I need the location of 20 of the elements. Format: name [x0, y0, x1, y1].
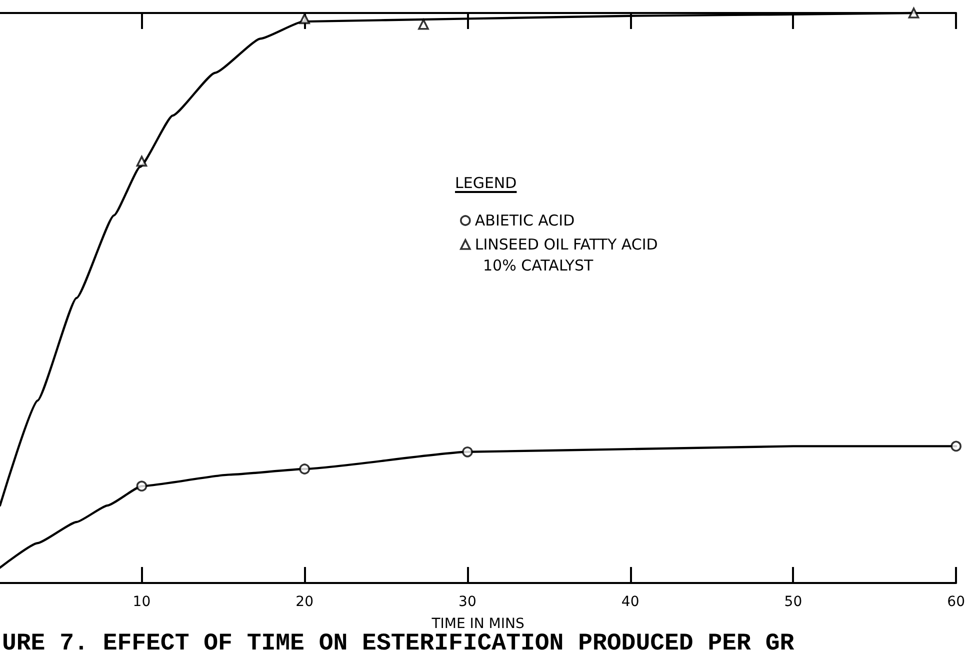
x-tick-label: 50: [784, 594, 802, 610]
point: [950, 440, 962, 452]
x-tick-label: 60: [947, 594, 966, 610]
point: [136, 156, 148, 167]
point: [136, 480, 148, 492]
x-axis-title: TIME IN MINS: [430, 616, 524, 632]
point: [299, 464, 310, 474]
text: URE 7. EFFECT OF TIME ON ESTERIFICATION PRODUCED PER GR: [2, 630, 795, 658]
legend-title: LEGEND: [455, 174, 517, 192]
x-tick-label: 40: [621, 594, 640, 610]
point: [418, 19, 429, 30]
annotation: 10% CATALYST: [483, 256, 594, 274]
x-tick-label: 30: [458, 594, 476, 610]
point: [908, 8, 920, 18]
legend-label: LINSEED OIL FATTY ACID: [474, 236, 658, 254]
point: [299, 13, 310, 24]
point: [462, 446, 473, 458]
x-tick-label: 20: [296, 594, 314, 610]
x-tick-label: 10: [132, 594, 151, 610]
legend-label: ABIETIC ACID: [474, 212, 575, 230]
